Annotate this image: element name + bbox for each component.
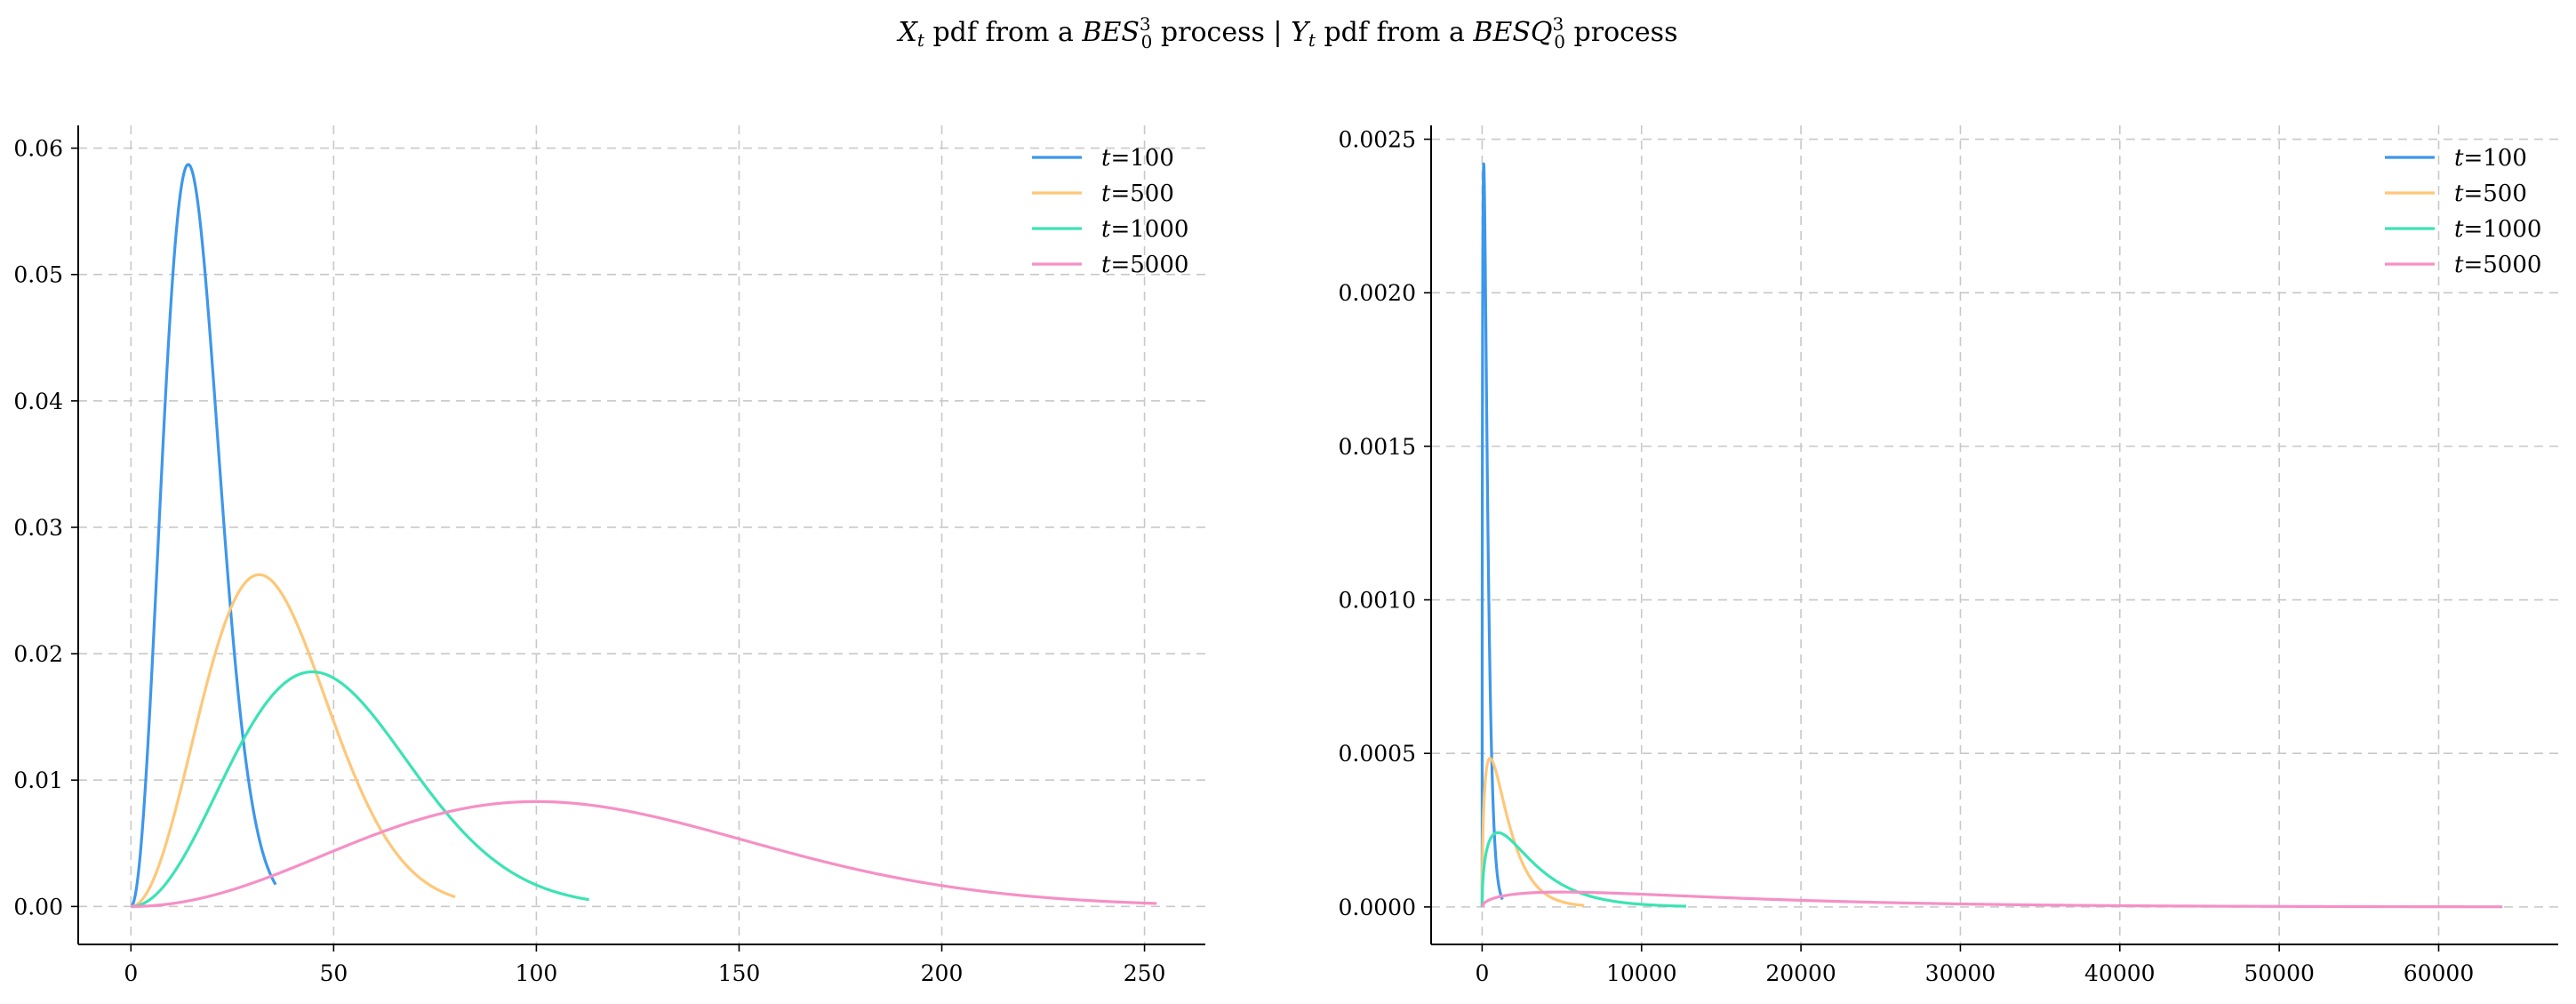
y-tick-label: 0.02 bbox=[13, 641, 63, 667]
suptitle-text-2: process | bbox=[1152, 17, 1291, 48]
legend: t=100 t=500 t=1000 t=5000 bbox=[1032, 145, 1188, 278]
x-tick-label: 100 bbox=[516, 960, 558, 986]
series-line-t-100 bbox=[130, 163, 277, 908]
x-tick-label: 50000 bbox=[2244, 960, 2315, 986]
legend-label: t=1000 bbox=[2454, 216, 2541, 243]
series-line-t-1000 bbox=[130, 670, 590, 908]
x-tick-label: 30000 bbox=[1925, 960, 1996, 986]
suptitle-besq-subscript: 0 bbox=[1554, 31, 1565, 52]
series-line-t-5000 bbox=[131, 799, 1157, 908]
suptitle-besq-symbol: BESQ bbox=[1472, 17, 1552, 48]
legend-label: t=5000 bbox=[2454, 252, 2541, 278]
right-panel-besq-pdf: 0 10000 20000 30000 40000 50000 60000 0.0000 0.0… bbox=[1339, 125, 2558, 986]
suptitle-y-symbol: Y bbox=[1291, 17, 1311, 48]
y-tick-label: 0.03 bbox=[13, 515, 63, 541]
legend-label: t=100 bbox=[2454, 145, 2527, 172]
figure-suptitle: Xt pdf from a BES3 0 process | Yt pdf fro… bbox=[897, 13, 1678, 52]
suptitle-y-subscript: t bbox=[1308, 29, 1316, 51]
suptitle-x-symbol: X bbox=[897, 17, 919, 48]
x-tick-label: 250 bbox=[1124, 960, 1166, 986]
y-tick-label: 0.0005 bbox=[1339, 741, 1416, 767]
y-tick-label: 0.0010 bbox=[1339, 588, 1416, 614]
left-panel-bes-pdf: 0 50 100 150 200 250 0.00 0.01 0.02 0.03 0.04 0.05 0… bbox=[13, 125, 1205, 986]
x-tick-label: 50 bbox=[319, 960, 348, 986]
legend: t=100 t=500 t=1000 t=5000 bbox=[2385, 145, 2541, 278]
y-tick-label: 0.0020 bbox=[1339, 280, 1416, 306]
series-line-t-500 bbox=[130, 573, 457, 908]
y-tick-label: 0.01 bbox=[13, 767, 63, 793]
legend-label: t=500 bbox=[1101, 181, 1174, 207]
y-tick-label: 0.0025 bbox=[1339, 127, 1416, 153]
x-tick-label: 200 bbox=[921, 960, 964, 986]
series-line-t-1000 bbox=[1480, 831, 1688, 908]
suptitle-text-3: pdf from a bbox=[1316, 17, 1474, 48]
suptitle-text-1: pdf from a bbox=[924, 17, 1083, 48]
suptitle-x-subscript: t bbox=[917, 29, 925, 51]
suptitle-besq-superscript: 3 bbox=[1553, 13, 1564, 35]
legend-label: t=100 bbox=[1101, 145, 1174, 172]
y-tick-label: 0.06 bbox=[13, 136, 63, 162]
x-tick-label: 60000 bbox=[2404, 960, 2475, 986]
x-tick-label: 10000 bbox=[1606, 960, 1677, 986]
y-tick-label: 0.0015 bbox=[1339, 434, 1416, 460]
x-tick-label: 0 bbox=[124, 960, 138, 986]
x-tick-label: 150 bbox=[718, 960, 761, 986]
legend-label: t=500 bbox=[2454, 181, 2527, 207]
y-tick-label: 0.04 bbox=[13, 389, 63, 414]
x-tick-label: 20000 bbox=[1765, 960, 1836, 986]
series-line-t-5000 bbox=[1480, 890, 2503, 909]
suptitle-bes-superscript: 3 bbox=[1140, 13, 1151, 35]
legend-label: t=5000 bbox=[1101, 252, 1188, 278]
suptitle-bes-subscript: 0 bbox=[1141, 31, 1153, 52]
x-tick-label: 40000 bbox=[2084, 960, 2156, 986]
y-tick-label: 0.05 bbox=[13, 262, 63, 288]
y-tick-label: 0.0000 bbox=[1339, 895, 1416, 920]
suptitle-text-4: process bbox=[1565, 17, 1678, 48]
x-tick-label: 0 bbox=[1475, 960, 1489, 986]
suptitle-bes-symbol: BES bbox=[1081, 17, 1140, 48]
series-line-t-500 bbox=[1480, 757, 1586, 907]
legend-label: t=1000 bbox=[1101, 216, 1188, 243]
series-line-t-100 bbox=[1480, 162, 1504, 907]
y-tick-label: 0.00 bbox=[13, 894, 63, 920]
